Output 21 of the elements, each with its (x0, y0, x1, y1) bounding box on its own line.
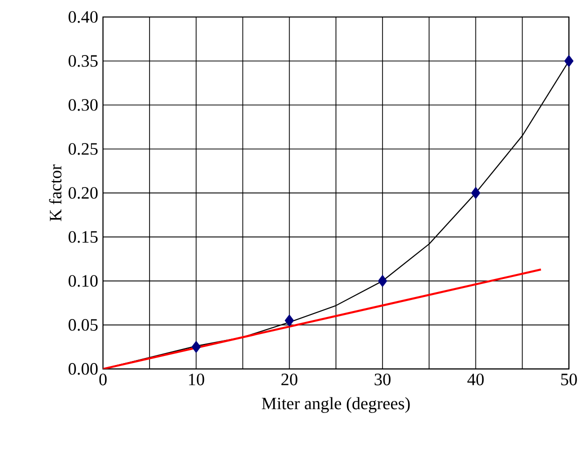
y-tick-label: 0.30 (68, 99, 98, 111)
x-tick-label: 0 (99, 374, 107, 386)
point (284, 314, 294, 326)
y-axis-title: K factor (49, 164, 62, 222)
x-tick-label: 10 (189, 374, 204, 386)
y-tick-label: 0.05 (68, 319, 98, 331)
point (378, 275, 388, 287)
x-tick-label: 30 (374, 374, 391, 386)
x-tick-label: 20 (281, 374, 298, 386)
point (471, 187, 480, 199)
y-tick-label: 0.35 (68, 55, 98, 67)
y-tick-label: 0.15 (68, 231, 98, 243)
y-tick-label: 0.00 (68, 363, 98, 375)
x-axis-title: Miter angle (degrees) (262, 397, 410, 413)
x-tick-label: 50 (561, 374, 577, 386)
y-tick-label: 0.25 (68, 143, 98, 155)
point (192, 341, 201, 353)
x-tick-label: 40 (467, 374, 484, 386)
y-tick-label: 0.10 (68, 275, 98, 287)
y-tick-label: 0.40 (68, 11, 98, 23)
y-tick-label: 0.20 (68, 187, 98, 199)
